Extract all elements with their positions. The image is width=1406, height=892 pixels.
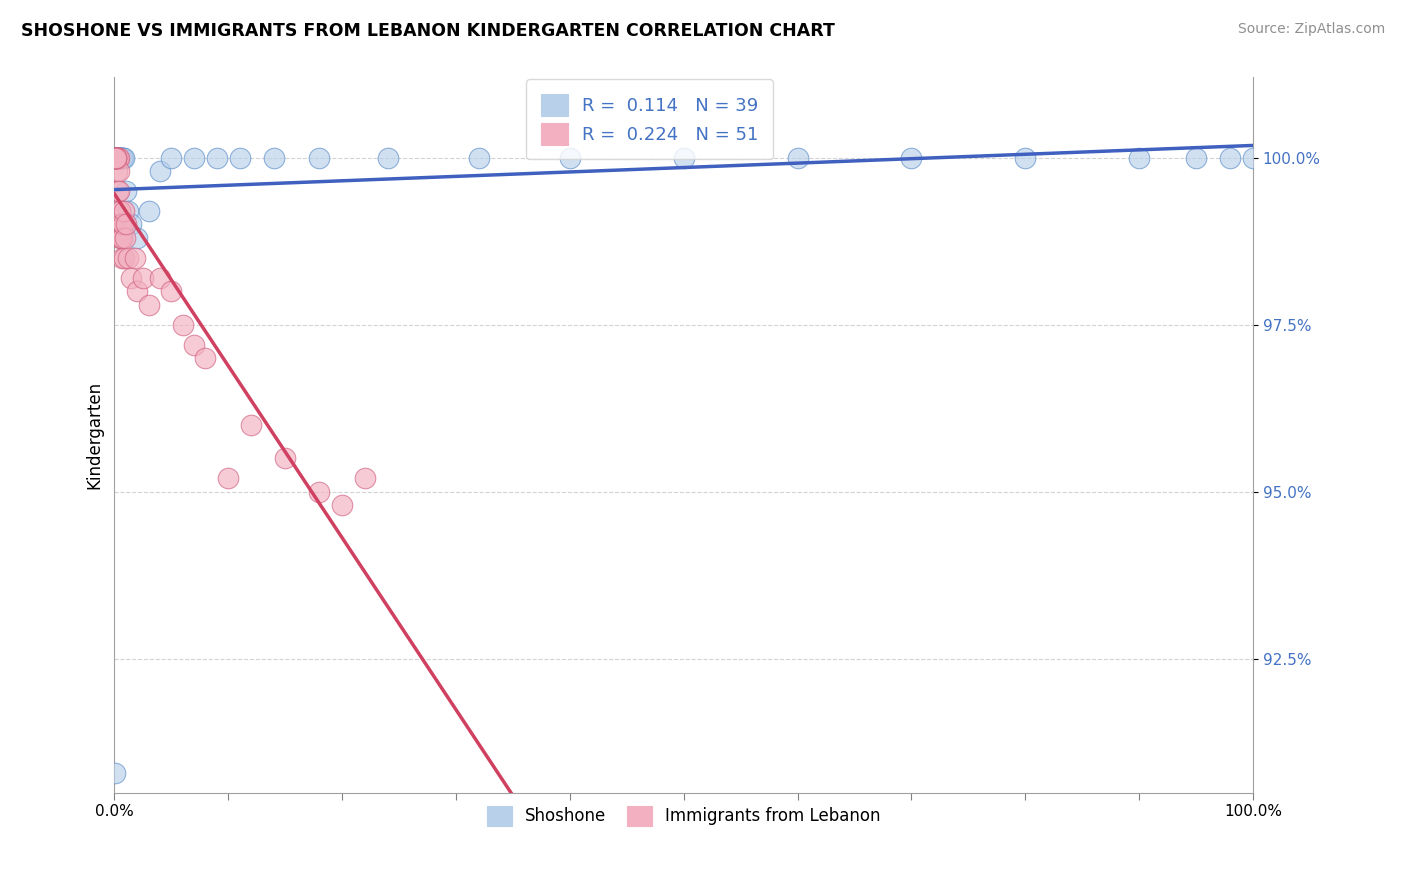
Point (228, 151, 250, 165)
Point (160, 285, 183, 299)
Point (104, 151, 127, 165)
Point (263, 151, 285, 165)
Point (105, 151, 128, 165)
Point (104, 151, 127, 165)
Point (138, 204, 160, 219)
Point (149, 164, 172, 178)
Point (105, 151, 128, 165)
Point (107, 151, 129, 165)
Point (107, 151, 129, 165)
Point (1014, 151, 1036, 165)
Point (138, 298, 160, 312)
Text: SHOSHONE VS IMMIGRANTS FROM LEBANON KINDERGARTEN CORRELATION CHART: SHOSHONE VS IMMIGRANTS FROM LEBANON KIND… (21, 22, 835, 40)
Point (114, 231, 136, 245)
Point (240, 417, 263, 432)
Point (1185, 151, 1208, 165)
Point (1219, 151, 1241, 165)
Point (108, 151, 131, 165)
Point (672, 151, 695, 165)
Point (183, 151, 205, 165)
Point (149, 271, 172, 285)
Point (105, 151, 128, 165)
Point (104, 151, 127, 165)
Point (558, 151, 581, 165)
Point (110, 231, 132, 245)
Point (110, 218, 132, 232)
Point (117, 251, 139, 265)
Point (104, 151, 127, 165)
Point (107, 151, 129, 165)
Point (121, 271, 143, 285)
Point (121, 218, 143, 232)
Point (110, 151, 132, 165)
Point (105, 151, 128, 165)
Point (104, 151, 127, 165)
Point (104, 151, 127, 165)
Point (172, 318, 194, 332)
Point (194, 351, 217, 366)
Point (104, 151, 127, 165)
Point (354, 471, 377, 485)
Point (105, 151, 128, 165)
Point (108, 184, 131, 198)
Point (105, 151, 128, 165)
Point (108, 151, 131, 165)
Point (108, 204, 131, 219)
Point (274, 451, 297, 466)
Point (114, 218, 136, 232)
Point (308, 151, 330, 165)
Point (124, 251, 146, 265)
Point (112, 151, 135, 165)
Point (900, 151, 922, 165)
Legend: Shoshone, Immigrants from Lebanon: Shoshone, Immigrants from Lebanon (478, 797, 889, 834)
Point (105, 164, 128, 178)
Point (330, 498, 353, 512)
Point (105, 151, 128, 165)
Point (117, 204, 139, 219)
Point (111, 151, 134, 165)
Y-axis label: Kindergarten: Kindergarten (86, 381, 103, 489)
Point (107, 151, 129, 165)
Point (1128, 151, 1150, 165)
Point (108, 218, 131, 232)
Point (112, 251, 135, 265)
Point (105, 151, 128, 165)
Point (110, 151, 132, 165)
Point (160, 151, 183, 165)
Point (111, 231, 134, 245)
Text: Source: ZipAtlas.com: Source: ZipAtlas.com (1237, 22, 1385, 37)
Point (108, 151, 131, 165)
Point (114, 184, 136, 198)
Point (107, 151, 129, 165)
Point (108, 164, 131, 178)
Point (104, 151, 127, 165)
Point (308, 484, 330, 499)
Point (110, 231, 132, 245)
Point (104, 765, 127, 780)
Point (1241, 151, 1264, 165)
Point (786, 151, 808, 165)
Point (127, 231, 149, 245)
Point (205, 151, 228, 165)
Point (377, 151, 399, 165)
Point (111, 251, 134, 265)
Point (105, 151, 128, 165)
Point (112, 204, 135, 219)
Point (217, 471, 239, 485)
Point (468, 151, 491, 165)
Point (132, 271, 155, 285)
Point (108, 204, 131, 219)
Point (127, 285, 149, 299)
Point (111, 218, 134, 232)
Point (104, 151, 127, 165)
Point (111, 151, 134, 165)
Point (111, 151, 134, 165)
Point (183, 338, 205, 352)
Point (107, 151, 129, 165)
Point (107, 184, 129, 198)
